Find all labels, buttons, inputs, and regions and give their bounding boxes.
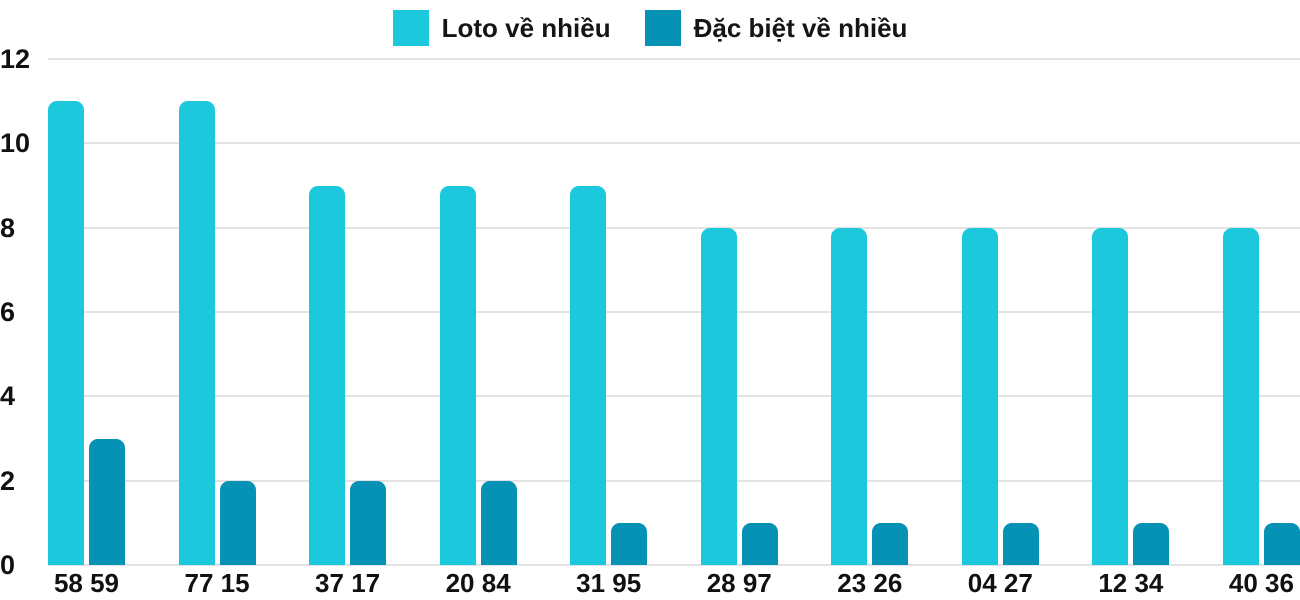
bar-series-0-cat-1[interactable] xyxy=(178,101,215,565)
x-axis-category-label: 28 97 xyxy=(706,568,772,598)
gridline-y-0 xyxy=(48,564,1300,566)
gridline-y-8 xyxy=(48,226,1300,229)
bar-series-0-cat-9[interactable] xyxy=(1222,227,1259,565)
plot-area xyxy=(48,59,1300,565)
bar-series-1-cat-9[interactable] xyxy=(1263,522,1300,565)
bar-series-1-cat-3[interactable] xyxy=(480,480,517,565)
legend-label: Đặc biệt về nhiều xyxy=(693,13,908,43)
gridline-y-6 xyxy=(48,311,1300,313)
y-axis-tick-label: 8 xyxy=(0,212,16,243)
legend-label: Loto về nhiều xyxy=(441,13,611,43)
bar-series-1-cat-2[interactable] xyxy=(350,480,387,565)
gridline-y-10 xyxy=(48,142,1300,145)
gridline-y-12 xyxy=(48,58,1300,60)
y-axis-tick-label: 12 xyxy=(0,44,31,74)
bar-group-31-95 xyxy=(570,59,648,565)
bar-group-58-59 xyxy=(48,59,125,565)
legend-item-series-1[interactable]: Đặc biệt về nhiều xyxy=(644,10,908,46)
y-axis-tick-label: 0 xyxy=(0,550,16,580)
bar-series-1-cat-6[interactable] xyxy=(872,522,909,565)
x-axis-category-label: 23 26 xyxy=(837,568,903,598)
x-axis-category-label: 58 59 xyxy=(53,568,120,598)
x-axis-category-label: 04 27 xyxy=(967,568,1033,598)
bar-series-0-cat-3[interactable] xyxy=(439,185,476,565)
bar-series-0-cat-6[interactable] xyxy=(831,227,868,565)
bar-group-77-15 xyxy=(178,59,256,565)
bar-series-0-cat-4[interactable] xyxy=(570,185,607,565)
gridline-y-2 xyxy=(48,479,1300,482)
bar-series-0-cat-2[interactable] xyxy=(309,185,346,565)
bar-series-0-cat-5[interactable] xyxy=(700,227,737,565)
x-axis-category-label: 37 17 xyxy=(315,568,381,598)
legend-swatch-icon xyxy=(644,10,681,46)
y-axis-tick-label: 2 xyxy=(0,465,16,496)
x-axis-category-label: 31 95 xyxy=(576,568,642,598)
y-axis-tick-label: 6 xyxy=(0,297,16,327)
bar-group-40-36 xyxy=(1222,59,1300,565)
bar-group-12-34 xyxy=(1092,59,1170,565)
bar-series-1-cat-5[interactable] xyxy=(741,522,778,565)
x-axis-category-label: 40 36 xyxy=(1228,568,1294,598)
legend-item-series-0[interactable]: Loto về nhiều xyxy=(392,10,611,46)
bar-group-37-17 xyxy=(309,59,387,565)
bar-series-1-cat-7[interactable] xyxy=(1002,522,1039,565)
gridline-y-4 xyxy=(48,395,1300,398)
bar-group-28-97 xyxy=(700,59,778,565)
bar-series-1-cat-4[interactable] xyxy=(611,522,648,565)
y-axis-tick-label: 4 xyxy=(0,381,16,412)
bar-series-1-cat-1[interactable] xyxy=(219,480,256,565)
bar-group-20-84 xyxy=(439,59,517,565)
bar-group-23-26 xyxy=(831,59,909,565)
bar-series-0-cat-7[interactable] xyxy=(961,227,998,565)
x-axis-category-label: 77 15 xyxy=(184,568,250,598)
bar-group-04-27 xyxy=(961,59,1039,565)
bar-series-0-cat-0[interactable] xyxy=(48,101,84,565)
chart-legend: Loto về nhiều Đặc biệt về nhiều xyxy=(0,8,1300,48)
legend-swatch-icon xyxy=(392,10,429,46)
bar-series-0-cat-8[interactable] xyxy=(1092,227,1129,565)
x-axis-category-label: 12 34 xyxy=(1098,568,1164,598)
y-axis-tick-label: 10 xyxy=(0,128,31,159)
bar-series-1-cat-8[interactable] xyxy=(1133,522,1170,565)
bar-series-1-cat-0[interactable] xyxy=(89,438,125,565)
x-axis-labels: 58 59 77 15 37 17 20 84 31 95 28 97 23 26 04 27… xyxy=(48,570,1300,596)
x-axis-category-label: 20 84 xyxy=(445,568,511,598)
